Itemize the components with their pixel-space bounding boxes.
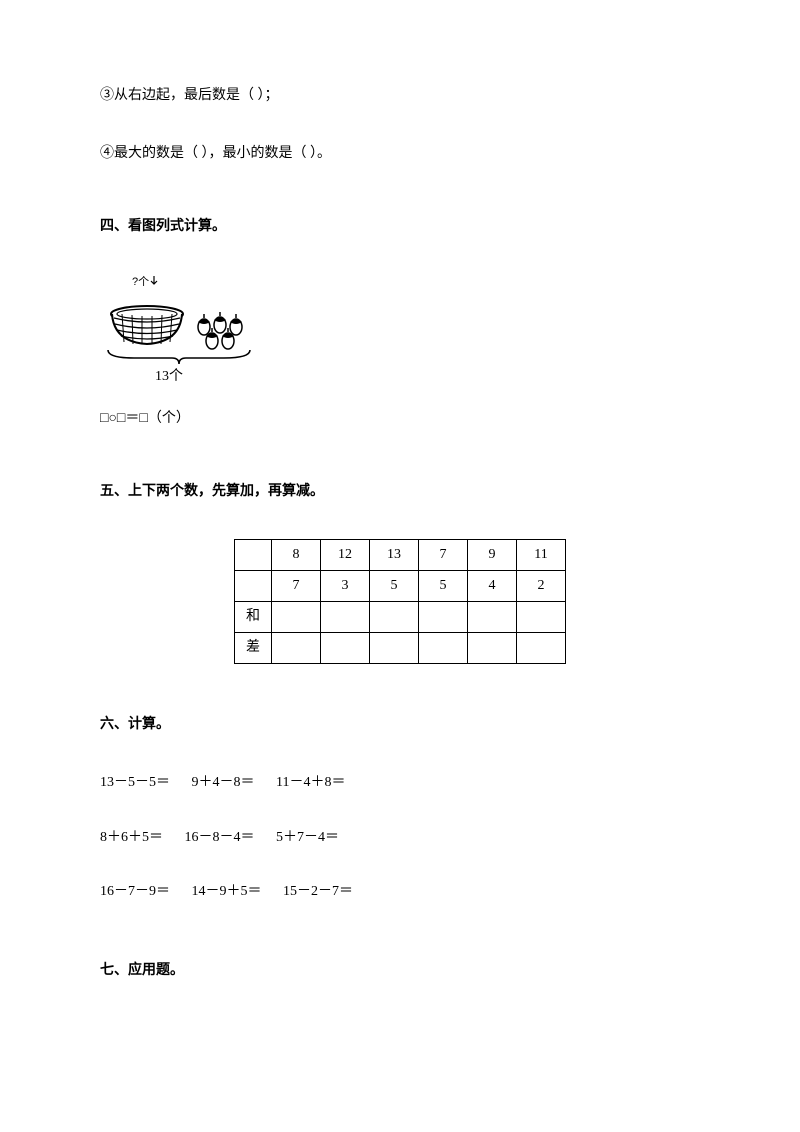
table-cell bbox=[517, 632, 566, 663]
calc-row: 16－7－9＝ 14－9＋5＝ 15－2－7＝ bbox=[100, 881, 700, 903]
table-cell: 12 bbox=[321, 539, 370, 570]
section-6-title: 六、计算。 bbox=[100, 714, 700, 736]
table-row: 和 bbox=[235, 601, 566, 632]
table-row: 8 12 13 7 9 11 bbox=[235, 539, 566, 570]
table-cell: 7 bbox=[272, 570, 321, 601]
calc-item: 11－4＋8＝ bbox=[276, 772, 345, 794]
table-cell: 11 bbox=[517, 539, 566, 570]
calc-item: 5＋7－4＝ bbox=[276, 827, 339, 849]
table-cell bbox=[272, 601, 321, 632]
question-3: ③从右边起，最后数是（ ）； bbox=[100, 85, 700, 107]
section-4-title: 四、看图列式计算。 bbox=[100, 216, 700, 238]
calc-item: 16－7－9＝ bbox=[100, 881, 170, 903]
table-cell: 7 bbox=[419, 539, 468, 570]
table-row: 7 3 5 5 4 2 bbox=[235, 570, 566, 601]
section-5-title: 五、上下两个数，先算加，再算减。 bbox=[100, 481, 700, 503]
table-cell: 8 bbox=[272, 539, 321, 570]
table-cell bbox=[468, 632, 517, 663]
table-cell: 5 bbox=[419, 570, 468, 601]
table-cell: 和 bbox=[235, 601, 272, 632]
table-cell bbox=[370, 601, 419, 632]
calc-row: 8＋6＋5＝ 16－8－4＝ 5＋7－4＝ bbox=[100, 827, 700, 849]
calc-item: 9＋4－8＝ bbox=[192, 772, 255, 794]
table-cell: 差 bbox=[235, 632, 272, 663]
table-cell bbox=[321, 601, 370, 632]
table-cell bbox=[419, 632, 468, 663]
add-sub-table: 8 12 13 7 9 11 7 3 5 5 4 2 和 bbox=[234, 539, 566, 664]
table-cell: 4 bbox=[468, 570, 517, 601]
question-4: ④最大的数是（ ），最小的数是（ ）。 bbox=[100, 143, 700, 165]
section-7-title: 七、应用题。 bbox=[100, 960, 700, 982]
calc-item: 8＋6＋5＝ bbox=[100, 827, 163, 849]
table-cell bbox=[517, 601, 566, 632]
table-cell bbox=[235, 539, 272, 570]
table-cell bbox=[468, 601, 517, 632]
table-cell bbox=[419, 601, 468, 632]
table-cell bbox=[321, 632, 370, 663]
calc-item: 16－8－4＝ bbox=[185, 827, 255, 849]
table-cell bbox=[370, 632, 419, 663]
calc-item: 15－2－7＝ bbox=[283, 881, 353, 903]
table-row: 差 bbox=[235, 632, 566, 663]
figure-total-label: 13个 bbox=[155, 366, 183, 388]
calc-item: 13－5－5＝ bbox=[100, 772, 170, 794]
calc-item: 14－9＋5＝ bbox=[192, 881, 262, 903]
equation-template: □○□＝□（个） bbox=[100, 408, 700, 430]
table-cell: 13 bbox=[370, 539, 419, 570]
figure-basket-acorns: ?个 bbox=[100, 274, 260, 384]
table-cell bbox=[272, 632, 321, 663]
figure-qmark: ?个 bbox=[132, 274, 160, 292]
table-cell: 5 bbox=[370, 570, 419, 601]
calc-row: 13－5－5＝ 9＋4－8＝ 11－4＋8＝ bbox=[100, 772, 700, 794]
table-cell: 2 bbox=[517, 570, 566, 601]
table-cell: 9 bbox=[468, 539, 517, 570]
table-cell: 3 bbox=[321, 570, 370, 601]
table-cell bbox=[235, 570, 272, 601]
